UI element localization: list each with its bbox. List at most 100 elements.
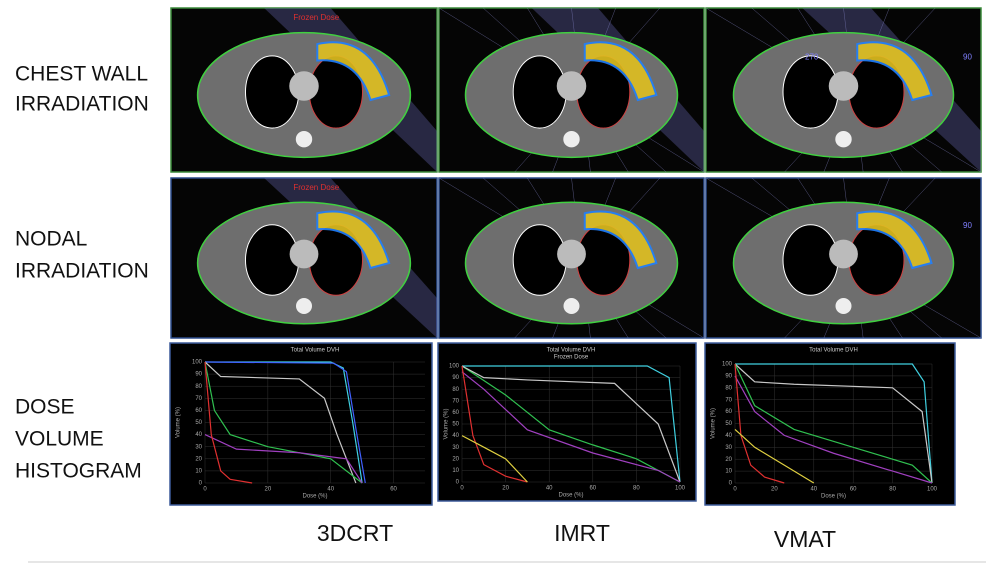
y-axis-label: Volume (%) [711,408,717,439]
y-tick-label: 40 [725,433,732,439]
y-tick-label: 20 [725,457,732,463]
spine [835,131,852,148]
y-tick-label: 30 [452,445,459,451]
y-tick-label: 60 [452,410,459,416]
image-annotation: Frozen Dose [293,13,339,22]
dvh-curve [204,434,363,484]
x-tick-label: 20 [771,487,778,493]
y-tick-label: 30 [725,445,732,451]
x-axis-label: Dose (%) [558,493,583,499]
x-tick-label: 80 [889,487,896,493]
dvh-curve [205,361,363,484]
y-tick-label: 0 [729,481,733,487]
y-tick-label: 0 [456,480,460,486]
dose-wash [583,210,658,270]
spine [563,131,580,148]
y-axis-label: Volume (%) [444,408,450,439]
dvh-panel [704,342,956,506]
y-tick-label: 100 [192,360,203,366]
x-tick-label: 60 [850,487,857,493]
spine [295,131,313,148]
dose-wash [316,210,391,270]
lung [244,224,300,296]
heart [557,239,586,269]
x-tick-label: 20 [502,486,509,492]
y-tick-label: 90 [452,375,459,381]
spine [835,298,852,314]
row-label: CHEST WALL [15,63,148,86]
dvh-curve [734,363,933,484]
lung [512,224,567,296]
y-tick-label: 80 [195,384,202,390]
dvh-curve [734,429,815,484]
dvh-curve [204,361,357,484]
x-axis-label: Dose (%) [302,494,327,500]
dvh-title: Total Volume DVH [547,348,596,354]
image-annotation: 90 [963,221,972,230]
image-annotation: 90 [963,52,972,61]
x-tick-label: 40 [327,487,334,493]
row-label: VOLUME [15,428,104,451]
spine [563,298,580,314]
x-axis-label: Dose (%) [821,494,846,500]
dvh-curve [734,375,933,484]
dvh-curve [734,363,785,484]
dvh-curve [461,371,681,483]
y-tick-label: 80 [452,387,459,393]
y-tick-label: 20 [195,456,202,462]
x-tick-label: 0 [733,487,737,493]
dvh-curve [204,361,253,484]
heart [289,239,319,269]
dvh-curve [734,363,933,484]
dvh-curve [462,365,681,483]
y-tick-label: 80 [725,385,732,391]
row-label: IRRADIATION [15,93,149,116]
dvh-subtitle: Frozen Dose [554,355,589,361]
y-tick-label: 0 [199,481,203,487]
y-tick-label: 100 [722,362,733,368]
row-label: NODAL [15,228,87,251]
image-annotation: Frozen Dose [293,183,339,192]
row-label: HISTOGRAM [15,460,142,483]
dose-wash [316,41,391,102]
y-tick-label: 50 [195,420,202,426]
y-tick-label: 10 [195,468,202,474]
x-tick-label: 60 [589,486,596,492]
dvh-title: Total Volume DVH [809,348,858,354]
y-axis-label: Volume (%) [176,407,182,438]
dvh-curve [204,361,366,484]
row-label: DOSE [15,396,75,419]
image-annotation: 270 [805,52,819,61]
x-tick-label: 100 [675,486,686,492]
y-tick-label: 60 [725,409,732,415]
dvh-curve [461,365,528,483]
spine [296,298,312,314]
y-tick-label: 70 [452,398,459,404]
y-tick-label: 40 [452,433,459,439]
heart [828,71,859,101]
heart [289,71,319,101]
x-tick-label: 0 [460,486,464,492]
x-tick-label: 40 [810,487,817,493]
lung [782,55,839,129]
dvh-curve [461,365,681,483]
y-tick-label: 100 [449,364,460,370]
y-tick-label: 70 [725,397,732,403]
x-tick-label: 40 [546,486,553,492]
lung [782,224,839,296]
row-label: IRRADIATION [15,260,149,283]
x-tick-label: 20 [265,487,272,493]
x-tick-label: 80 [633,486,640,492]
y-tick-label: 60 [195,408,202,414]
y-tick-label: 10 [725,469,732,475]
x-tick-label: 60 [390,487,397,493]
y-tick-label: 10 [452,468,459,474]
y-tick-label: 90 [195,372,202,378]
column-label: VMAT [774,526,836,552]
dvh-panel [437,342,697,502]
x-tick-label: 0 [203,487,207,493]
y-tick-label: 20 [452,456,459,462]
y-tick-label: 30 [195,444,202,450]
column-label: 3DCRT [317,520,393,546]
y-tick-label: 50 [452,422,459,428]
